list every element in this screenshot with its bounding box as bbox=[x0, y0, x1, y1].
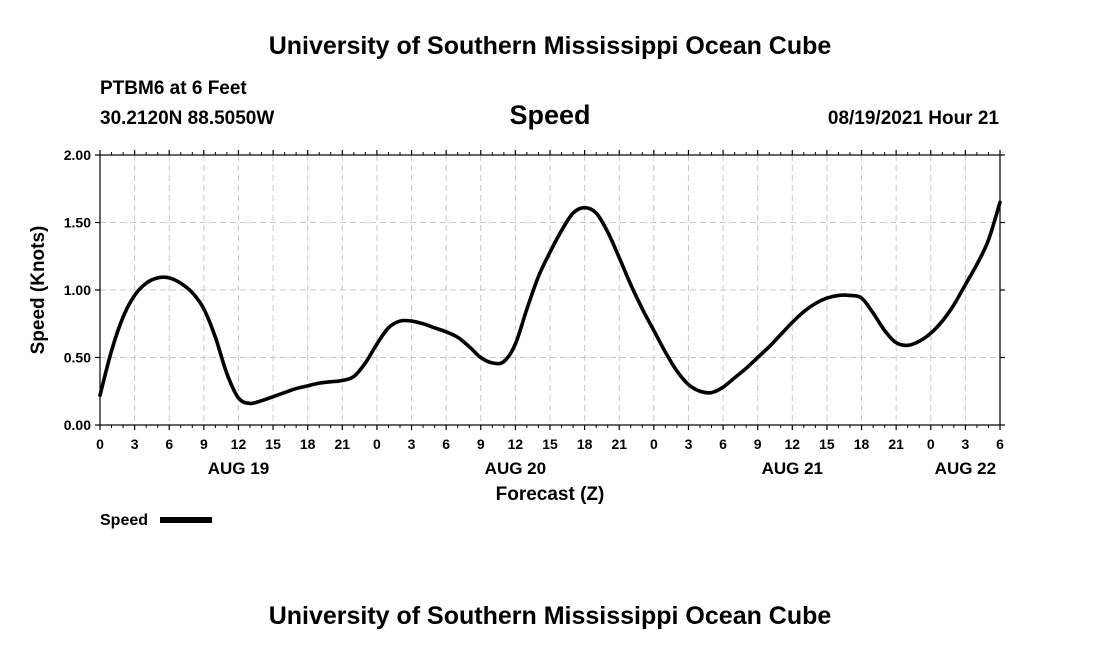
x-tick-label: 21 bbox=[335, 436, 351, 452]
y-tick-label: 1.00 bbox=[64, 282, 91, 298]
x-tick-label: 6 bbox=[165, 436, 173, 452]
x-tick-label: 12 bbox=[508, 436, 524, 452]
x-tick-label: 6 bbox=[996, 436, 1004, 452]
y-axis-label: Speed (Knots) bbox=[28, 226, 49, 355]
x-tick-label: 15 bbox=[819, 436, 835, 452]
y-tick-label: 1.50 bbox=[64, 215, 91, 231]
date-label: AUG 20 bbox=[485, 459, 546, 478]
date-label: AUG 19 bbox=[208, 459, 269, 478]
x-tick-label: 12 bbox=[231, 436, 247, 452]
x-tick-labels: 0 3 6 9 12 15 18 21 0 3 6 9 12 15 18 21 0 3 6 9 12 15 18 21 0 3 6 bbox=[96, 436, 1004, 452]
station-coordinates: 30.2120N 88.5050W bbox=[100, 108, 274, 129]
chart-title: Speed bbox=[509, 100, 590, 130]
grid-lines bbox=[100, 155, 1000, 425]
legend-label: Speed bbox=[100, 512, 148, 529]
x-tick-label: 15 bbox=[542, 436, 558, 452]
x-tick-label: 9 bbox=[477, 436, 485, 452]
x-tick-label: 15 bbox=[265, 436, 281, 452]
x-tick-label: 18 bbox=[577, 436, 593, 452]
x-tick-label: 0 bbox=[373, 436, 381, 452]
y-tick-label: 0.50 bbox=[64, 350, 91, 366]
x-tick-label: 3 bbox=[408, 436, 416, 452]
x-tick-label: 9 bbox=[754, 436, 762, 452]
x-tick-label: 21 bbox=[611, 436, 627, 452]
x-tick-label: 18 bbox=[300, 436, 316, 452]
station-label: PTBM6 at 6 Feet bbox=[100, 78, 247, 99]
legend: Speed bbox=[100, 512, 212, 529]
top-title: University of Southern Mississippi Ocean… bbox=[269, 32, 832, 60]
x-tick-label: 0 bbox=[927, 436, 935, 452]
speed-series-line bbox=[98, 200, 1002, 406]
x-tick-label: 0 bbox=[96, 436, 104, 452]
x-tick-label: 3 bbox=[685, 436, 693, 452]
x-tick-label: 21 bbox=[888, 436, 904, 452]
x-tick-label: 3 bbox=[961, 436, 969, 452]
date-label: AUG 21 bbox=[762, 459, 823, 478]
x-axis-label: Forecast (Z) bbox=[496, 484, 605, 505]
y-tick-label: 2.00 bbox=[64, 147, 91, 163]
x-tick-label: 6 bbox=[442, 436, 450, 452]
x-tick-label: 12 bbox=[785, 436, 801, 452]
axis-ticks bbox=[95, 150, 1005, 430]
x-tick-label: 3 bbox=[131, 436, 139, 452]
y-tick-labels: 0.00 0.50 1.00 1.50 2.00 bbox=[64, 147, 91, 433]
x-tick-label: 6 bbox=[719, 436, 727, 452]
date-labels: AUG 19 AUG 20 AUG 21 AUG 22 bbox=[208, 459, 996, 478]
forecast-datetime: 08/19/2021 Hour 21 bbox=[828, 108, 1000, 129]
x-tick-label: 0 bbox=[650, 436, 658, 452]
x-tick-label: 18 bbox=[854, 436, 870, 452]
x-tick-label: 9 bbox=[200, 436, 208, 452]
bottom-title: University of Southern Mississippi Ocean… bbox=[269, 602, 832, 630]
date-label: AUG 22 bbox=[935, 459, 996, 478]
y-tick-label: 0.00 bbox=[64, 417, 91, 433]
